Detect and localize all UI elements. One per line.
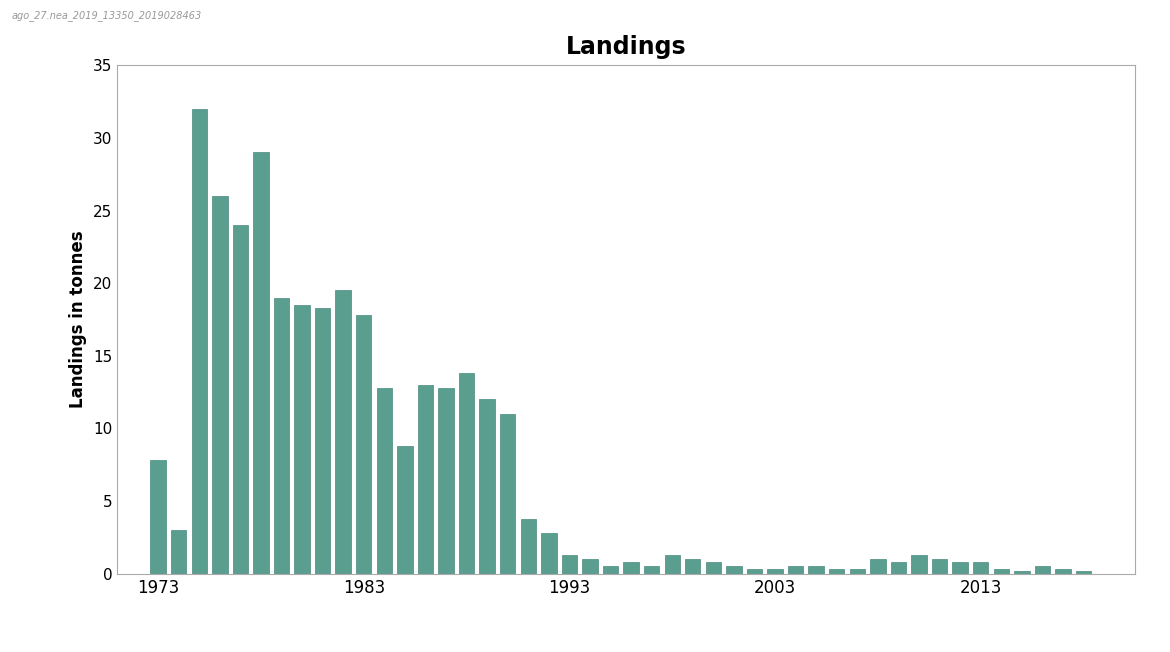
Bar (295, 305, 310, 574)
Bar (849, 569, 865, 574)
Bar (1014, 571, 1030, 574)
Bar (151, 460, 166, 574)
Bar (686, 559, 701, 574)
Bar (665, 555, 680, 574)
Bar (768, 569, 783, 574)
Bar (746, 569, 762, 574)
Bar (521, 518, 536, 574)
Title: Landings: Landings (565, 35, 687, 59)
Bar (644, 567, 660, 574)
Bar (253, 153, 269, 574)
Bar (1075, 571, 1092, 574)
Bar (603, 567, 618, 574)
Bar (192, 109, 207, 574)
Bar (890, 562, 906, 574)
Bar (787, 567, 804, 574)
Bar (973, 562, 989, 574)
Bar (397, 446, 413, 574)
Bar (583, 559, 598, 574)
Y-axis label: Landings in tonnes: Landings in tonnes (69, 231, 88, 408)
Bar (624, 562, 639, 574)
Bar (439, 388, 454, 574)
Bar (336, 290, 351, 574)
Bar (727, 567, 742, 574)
Bar (377, 388, 392, 574)
Bar (931, 559, 948, 574)
Bar (911, 555, 927, 574)
Bar (171, 530, 186, 574)
Bar (480, 400, 495, 574)
Bar (1034, 567, 1051, 574)
Bar (830, 569, 845, 574)
Bar (418, 385, 433, 574)
Bar (274, 298, 289, 574)
Bar (500, 414, 516, 574)
Bar (541, 533, 557, 574)
Bar (808, 567, 824, 574)
Bar (952, 562, 968, 574)
Bar (870, 559, 886, 574)
Bar (706, 562, 721, 574)
Text: ago_27.nea_2019_13350_2019028463: ago_27.nea_2019_13350_2019028463 (12, 10, 202, 21)
Bar (212, 196, 227, 574)
Bar (459, 373, 474, 574)
Bar (315, 308, 330, 574)
Bar (233, 225, 248, 574)
Bar (993, 569, 1009, 574)
Bar (356, 315, 372, 574)
Bar (1055, 569, 1071, 574)
Bar (562, 555, 577, 574)
